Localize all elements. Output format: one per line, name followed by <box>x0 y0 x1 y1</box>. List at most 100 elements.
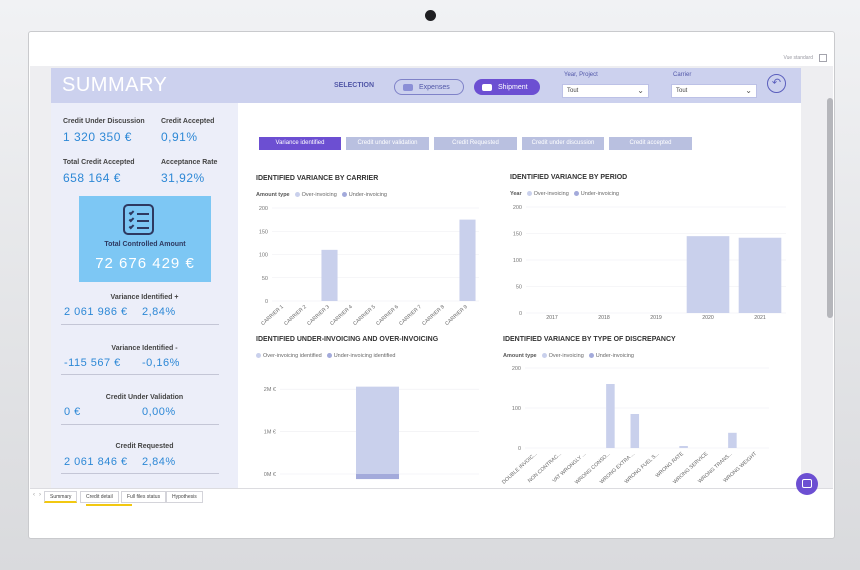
expenses-button[interactable]: Expenses <box>394 79 464 95</box>
credit-accepted-value: 0,91% <box>161 130 198 144</box>
variance-minus-label: Variance Identified - <box>111 345 178 352</box>
x-tick-label: 2017 <box>546 315 558 321</box>
page-tab-summary[interactable]: Summary <box>44 491 78 503</box>
total-credit-accepted-label: Total Credit Accepted <box>63 159 135 166</box>
y-tick-label: 50 <box>516 285 522 291</box>
y-tick-label: 1M € <box>264 430 276 436</box>
requested-label: Credit Requested <box>115 443 174 450</box>
requested-amount: 2 061 846 € <box>64 456 128 468</box>
chart-svg: 0M € 1M € 2M € <box>264 386 479 480</box>
variance-minus-pct: -0,16% <box>142 357 180 369</box>
x-tick-label: 2019 <box>650 315 662 321</box>
period-chart-title: IDENTIFIED VARIANCE BY PERIOD <box>510 174 628 181</box>
year-filter-label: Year, Project <box>564 72 598 78</box>
y-tick-label: 200 <box>259 206 268 212</box>
page-tab-full-files-status[interactable]: Full files status <box>121 491 167 503</box>
under-over-chart-legend: Over-invoicing identified Under-invoicin… <box>256 353 395 359</box>
page-tab-credit-detail[interactable]: Credit detail <box>80 491 119 503</box>
acceptance-rate-label: Acceptance Rate <box>161 159 218 166</box>
under-validation-label: Credit Under Validation <box>105 394 184 401</box>
camera-dot <box>425 10 436 21</box>
total-controlled-amount-card[interactable]: Total Controlled Amount 72 676 429 € <box>79 196 211 282</box>
variance-plus-amount: 2 061 986 € <box>64 306 128 318</box>
period-chart-legend: Year Over-invoicing Under-invoicing <box>510 191 619 197</box>
tab-variance-identified[interactable]: Variance identified <box>259 137 341 150</box>
checklist-icon <box>123 204 154 235</box>
scroll-indicator <box>86 504 132 506</box>
shipment-button[interactable]: Shipment <box>474 79 540 95</box>
next-page-icon[interactable]: › <box>39 492 41 498</box>
period-chart[interactable]: 0 50 100 150 200 2017 2018 2019 2020 2021 <box>510 203 788 332</box>
back-button[interactable]: ↶ <box>767 74 786 93</box>
fullscreen-icon[interactable] <box>819 54 827 62</box>
top-strip: Vue standard <box>30 52 833 66</box>
chevron-down-icon: ⌄ <box>745 86 752 95</box>
divider <box>61 324 219 325</box>
bar <box>728 432 737 448</box>
bar <box>630 414 640 448</box>
bar <box>459 219 476 301</box>
page-tabs-bar: ‹ › Summary Credit detail Full files sta… <box>30 488 833 507</box>
year-filter-dropdown[interactable]: Tout ⌄ <box>562 84 649 98</box>
under-over-chart[interactable]: 0M € 1M € 2M € <box>256 364 481 489</box>
x-tick-label: CARRIER 7 <box>398 304 423 327</box>
divider <box>61 374 219 375</box>
x-tick-label: 2018 <box>598 315 610 321</box>
under-validation-amount: 0 € <box>64 406 81 418</box>
carrier-chart-legend: Amount type Over-invoicing Under-invoici… <box>256 192 387 198</box>
tab-credit-requested[interactable]: Credit Requested <box>434 137 517 150</box>
bar <box>738 237 782 313</box>
page-title: SUMMARY <box>62 74 168 96</box>
divider <box>61 473 219 474</box>
page-tab-hypothesis[interactable]: Hypothesis <box>166 491 203 503</box>
y-tick-label: 50 <box>262 276 268 282</box>
total-controlled-amount-label: Total Controlled Amount <box>104 241 186 248</box>
y-tick-label: 2M € <box>264 387 276 393</box>
x-tick-label: CARRIER 2 <box>283 304 308 327</box>
tab-credit-under-discussion[interactable]: Credit under discussion <box>522 137 604 150</box>
acceptance-rate-value: 31,92% <box>161 171 205 185</box>
bar <box>679 446 688 448</box>
chat-button[interactable] <box>796 473 818 495</box>
truck-icon <box>482 83 492 91</box>
total-controlled-amount-value: 72 676 429 € <box>95 255 195 272</box>
year-filter-value: Tout <box>567 88 579 94</box>
y-tick-label: 0 <box>518 446 521 452</box>
undo-icon: ↶ <box>771 77 782 89</box>
x-tick-label: CARRIER 6 <box>375 304 400 327</box>
y-tick-label: 0M € <box>264 472 276 478</box>
y-tick-label: 200 <box>513 205 522 211</box>
y-tick-label: 200 <box>512 366 521 372</box>
variance-minus-amount: -115 567 € <box>64 357 121 369</box>
vertical-scrollbar[interactable] <box>827 98 833 318</box>
x-tick-label: CARRIER 3 <box>306 304 331 327</box>
bar-over-invoicing <box>356 386 399 474</box>
credit-under-discussion-value: 1 320 350 € <box>63 130 132 144</box>
x-tick-label: CARRIER 1 <box>260 304 285 327</box>
selection-label: SELECTION <box>334 82 375 89</box>
x-tick-label: 2020 <box>702 315 714 321</box>
view-mode-label[interactable]: Vue standard <box>783 55 813 61</box>
variance-plus-pct: 2,84% <box>142 306 176 318</box>
kpi-panel: Credit Under Discussion 1 320 350 € Cred… <box>51 103 238 488</box>
x-tick-label: 2021 <box>754 315 766 321</box>
requested-pct: 2,84% <box>142 456 176 468</box>
total-credit-accepted-value: 658 164 € <box>63 171 121 185</box>
carrier-filter-dropdown[interactable]: Tout ⌄ <box>671 84 757 98</box>
tab-credit-under-validation[interactable]: Credit under validation <box>346 137 429 150</box>
x-tick-label: CARRIER 8 <box>421 304 446 327</box>
y-tick-label: 100 <box>513 258 522 264</box>
y-tick-label: 150 <box>259 229 268 235</box>
carrier-filter-value: Tout <box>676 88 688 94</box>
discrepancy-chart[interactable]: 0 100 200 DOUBLE INVOIC... NON CONTRAC... VAT… <box>501 364 771 495</box>
prev-page-icon[interactable]: ‹ <box>33 492 35 498</box>
y-tick-label: 0 <box>265 299 268 305</box>
report-canvas: SUMMARY SELECTION Expenses Shipment Year… <box>51 68 801 488</box>
x-tick-label: CARRIER 5 <box>352 304 377 327</box>
chart-svg: 0 50 100 150 200 2017 2018 2019 2020 2021 <box>513 205 786 321</box>
x-tick-label: CARRIER 4 <box>329 304 354 327</box>
tab-credit-accepted[interactable]: Credit accepted <box>609 137 692 150</box>
